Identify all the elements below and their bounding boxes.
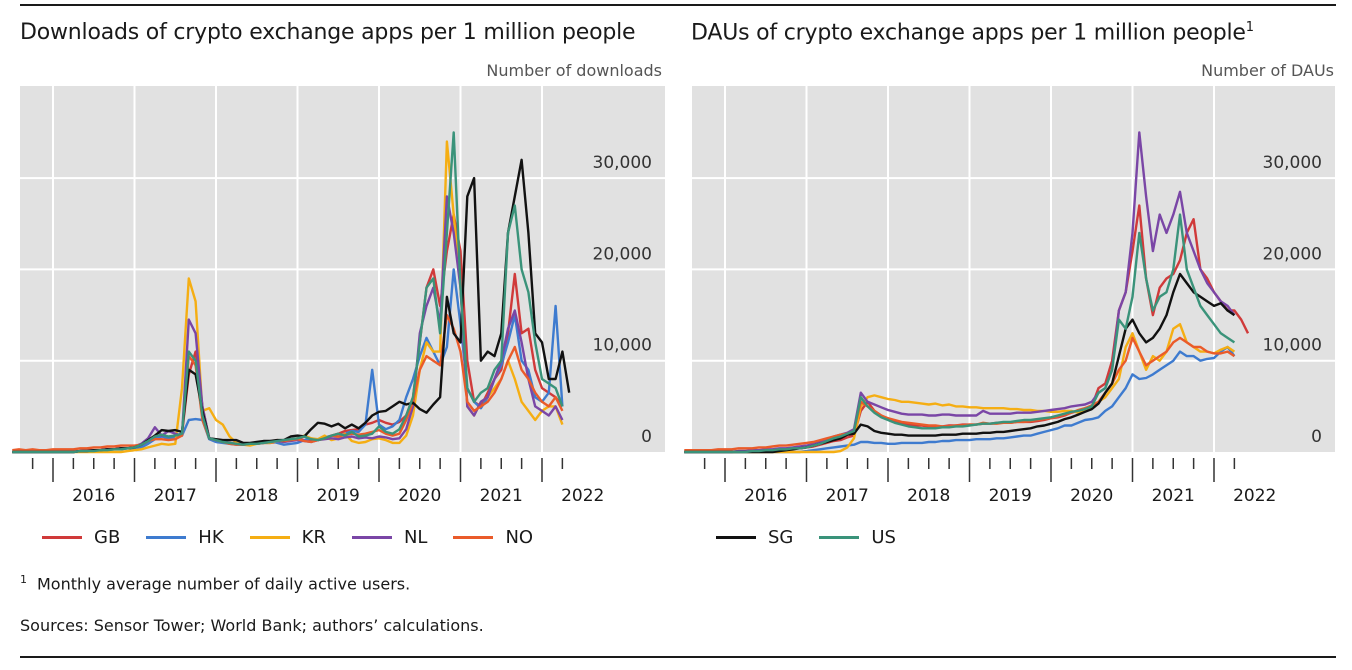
legend-swatch	[716, 536, 756, 539]
right-legend: SG US	[716, 527, 896, 548]
legend-label: GB	[94, 527, 121, 548]
downloads-chart: 0 10,000 20,000 30,000 2016 2017 2018 2019 2020 2…	[12, 86, 665, 506]
y-tick-label: 30,000	[593, 153, 652, 173]
legend-swatch	[351, 536, 392, 539]
top-rule	[20, 4, 1336, 6]
x-tick-label: 2018	[235, 486, 278, 506]
y-tick-label: 20,000	[593, 244, 652, 264]
left-chart-title: Downloads of crypto exchange apps per 1 …	[20, 20, 636, 45]
footnote-marker: 1	[20, 573, 27, 586]
footnote-text: Monthly average number of daily active u…	[37, 574, 411, 594]
y-tick-label: 0	[641, 427, 652, 447]
right-chart-title-text: DAUs of crypto exchange apps per 1 milli…	[691, 20, 1246, 46]
right-chart-title: DAUs of crypto exchange apps per 1 milli…	[691, 20, 1254, 45]
legend-label: SG	[768, 527, 794, 548]
legend-label: NL	[403, 527, 428, 548]
legend-item-us: US	[819, 527, 896, 548]
x-tick-label: 2020	[398, 486, 441, 506]
left-unit-label: Number of downloads	[486, 61, 662, 80]
x-tick-label: 2016	[744, 486, 787, 506]
left-chart-title-text: Downloads of crypto exchange apps per 1 …	[20, 20, 636, 45]
x-tick-label: 2021	[480, 486, 523, 506]
legend-label: HK	[198, 527, 224, 548]
legend-swatch	[249, 536, 290, 539]
x-tick-label: 2018	[907, 486, 950, 506]
x-tick-label: 2022	[1233, 486, 1276, 506]
y-tick-label: 0	[1311, 427, 1322, 447]
x-tick-label: 2017	[826, 486, 869, 506]
bottom-rule	[20, 656, 1336, 658]
x-tick-label: 2022	[561, 486, 604, 506]
legend-item-gb: GB	[42, 527, 120, 548]
legend-swatch	[453, 536, 494, 539]
x-tick-label: 2021	[1152, 486, 1195, 506]
sources-note: Sources: Sensor Tower; World Bank; autho…	[20, 616, 484, 635]
legend-item-hk: HK	[146, 527, 224, 548]
x-tick-label: 2019	[989, 486, 1032, 506]
y-tick-label: 10,000	[593, 336, 652, 356]
charts-canvas: 0 10,000 20,000 30,000 2016 2017 2018 2019 2020 2…	[12, 86, 1335, 506]
right-title-footnote-marker: 1	[1245, 20, 1254, 35]
x-tick-label: 2020	[1070, 486, 1113, 506]
x-tick-label: 2019	[317, 486, 360, 506]
series-line-us	[684, 213, 1236, 454]
x-tick-label: 2016	[72, 486, 115, 506]
series-line-sg	[684, 272, 1236, 454]
legend-item-sg: SG	[716, 527, 793, 548]
legend-swatch	[819, 536, 860, 539]
legend-swatch	[42, 536, 82, 539]
legend-label: US	[871, 527, 896, 548]
legend-item-nl: NL	[351, 527, 428, 548]
y-tick-label: 20,000	[1263, 244, 1322, 264]
x-tick-label: 2017	[154, 486, 197, 506]
legend-swatch	[146, 536, 187, 539]
legend-item-no: NO	[453, 527, 533, 548]
footnote: 1 Monthly average number of daily active …	[20, 573, 410, 593]
legend-label: NO	[505, 527, 534, 548]
legend-label: KR	[301, 527, 326, 548]
legend-item-kr: KR	[249, 527, 326, 548]
daus-chart: 0 10,000 20,000 30,000 2016 2017 2018 2019 2020 2…	[684, 86, 1335, 506]
y-tick-label: 30,000	[1263, 153, 1322, 173]
right-unit-label: Number of DAUs	[1201, 61, 1334, 80]
left-legend: GB HK KR NL NO	[42, 527, 533, 548]
y-tick-label: 10,000	[1263, 336, 1322, 356]
series-line-us	[12, 131, 564, 454]
